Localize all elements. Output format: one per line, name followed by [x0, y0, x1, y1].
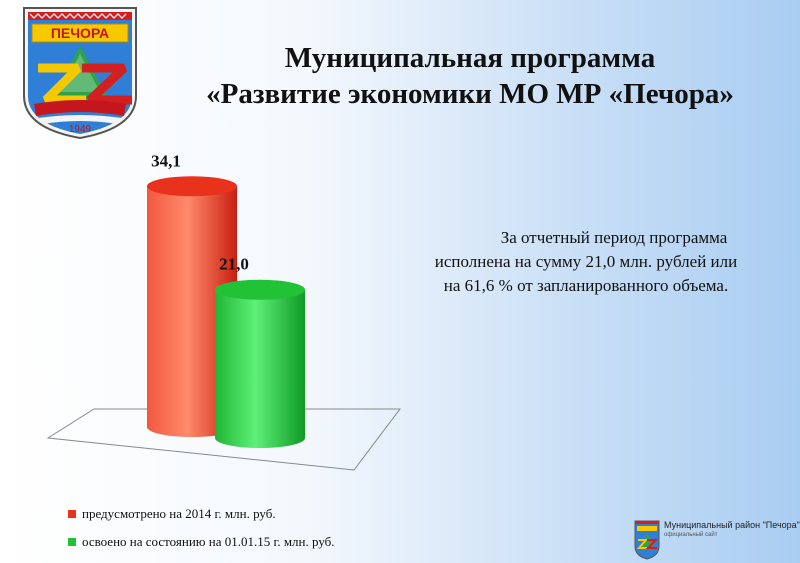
bar-completed	[215, 289, 305, 448]
data-label-planned: 34,1	[151, 151, 181, 170]
bar-top-planned	[147, 176, 237, 197]
legend-label-completed: освоено на состоянию на 01.01.15 г. млн.…	[82, 534, 335, 549]
summary-text: За отчетный период программа исполнена н…	[382, 226, 790, 298]
legend-item-completed: освоено на состоянию на 01.01.15 г. млн.…	[68, 528, 335, 556]
summary-line-2: исполнена на сумму 21,0 млн. рублей или	[434, 252, 738, 271]
title-line-1: Муниципальная программа	[284, 42, 656, 74]
pechora-emblem: ПЕЧОРА 1949	[23, 7, 137, 140]
legend-swatch-completed	[68, 538, 76, 546]
summary-line-3: на 61,6 % от запланированного объема.	[443, 276, 729, 295]
bar-top-completed	[215, 279, 305, 300]
emblem-name: ПЕЧОРА	[51, 25, 109, 41]
title-line-2: «Развитие экономики МО МР «Печора»	[206, 78, 734, 110]
chart-floor	[46, 408, 402, 471]
footer-title: Муниципальный район "Печора"	[664, 520, 800, 530]
chart-legend: предусмотрено на 2014 г. млн. руб. освое…	[68, 500, 335, 556]
footer-emblem-icon	[634, 520, 660, 560]
footer-subtitle: официальный сайт	[664, 532, 718, 538]
summary-line-1: За отчетный период программа	[500, 228, 728, 247]
data-label-completed: 21,0	[219, 255, 249, 274]
footer-site-title: Муниципальный район "Печора" официальный…	[664, 520, 800, 538]
legend-label-planned: предусмотрено на 2014 г. млн. руб.	[82, 506, 276, 521]
page-title: Муниципальная программа «Развитие эконом…	[150, 40, 790, 112]
legend-swatch-planned	[68, 510, 76, 518]
bar-planned	[147, 186, 237, 437]
emblem-year: 1949	[69, 124, 92, 135]
legend-item-planned: предусмотрено на 2014 г. млн. руб.	[68, 500, 335, 528]
